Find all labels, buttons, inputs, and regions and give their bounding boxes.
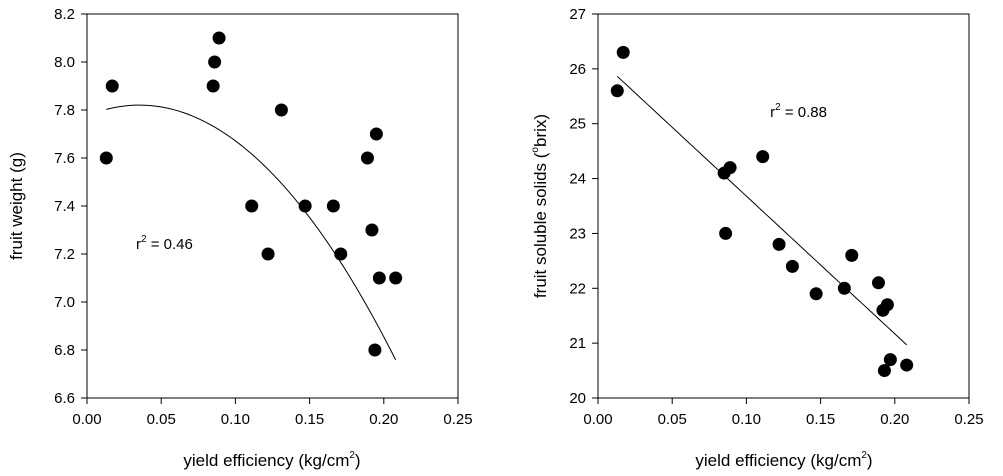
data-point <box>105 79 119 93</box>
y-tick-label: 7.8 <box>54 102 75 119</box>
chart-fruit-weight: 0.00 0.05 0.10 0.15 0.20 0.25 6.6 6.8 7.0 7.2 7.4… <box>7 6 473 470</box>
data-point <box>785 259 799 273</box>
x-ticks: 0.00 0.05 0.10 0.15 0.20 0.25 <box>583 398 984 428</box>
fit-line-group <box>616 75 908 346</box>
y-tick-label: 7.6 <box>54 150 75 167</box>
data-point <box>99 151 113 165</box>
y-tick-label: 22 <box>569 280 586 297</box>
r-squared-annotation: r2 = 0.88 <box>770 102 827 121</box>
x-tick-label: 0.15 <box>806 411 835 428</box>
y-tick-label: 7.0 <box>54 294 75 311</box>
y-tick-label: 7.4 <box>54 198 75 215</box>
y-axis-label: fruit weight (g) <box>7 152 26 260</box>
data-point <box>772 237 786 251</box>
data-point <box>883 353 897 367</box>
data-point <box>756 150 770 164</box>
data-point <box>368 343 382 357</box>
data-point <box>208 55 222 69</box>
x-tick-label: 0.10 <box>732 411 761 428</box>
x-axis-label: yield efficiency (kg/cm2) <box>183 450 360 470</box>
y-tick-label: 25 <box>569 116 586 133</box>
y-ticks: 6.6 6.8 7.0 7.2 7.4 7.6 7.8 8.0 8.2 <box>54 6 87 407</box>
data-point <box>723 161 737 175</box>
y-tick-label: 23 <box>569 225 586 242</box>
y-tick-label: 27 <box>569 6 586 23</box>
x-tick-label: 0.00 <box>72 411 101 428</box>
data-point <box>298 199 312 213</box>
data-point <box>837 281 851 295</box>
data-point <box>212 31 226 45</box>
data-point <box>880 298 894 312</box>
y-tick-label: 8.2 <box>54 6 75 23</box>
plot-area-frame <box>86 13 459 399</box>
data-point <box>877 364 891 378</box>
data-point <box>206 79 220 93</box>
data-point <box>719 226 733 240</box>
data-points <box>610 45 914 378</box>
y-tick-label: 7.2 <box>54 246 75 263</box>
fit-line <box>106 104 397 361</box>
data-points <box>99 31 403 357</box>
data-point <box>369 127 383 141</box>
x-tick-label: 0.20 <box>369 411 398 428</box>
data-point <box>372 271 386 285</box>
data-point <box>326 199 340 213</box>
y-tick-label: 8.0 <box>54 54 75 71</box>
y-tick-label: 26 <box>569 61 586 78</box>
data-point <box>610 84 624 98</box>
y-tick-label: 6.6 <box>54 390 75 407</box>
x-tick-label: 0.20 <box>880 411 909 428</box>
y-tick-label: 21 <box>569 335 586 352</box>
fit-line <box>616 75 908 346</box>
data-point <box>334 247 348 261</box>
y-tick-label: 24 <box>569 171 586 188</box>
data-point <box>871 276 885 290</box>
chart-soluble-solids: 0.00 0.05 0.10 0.15 0.20 0.25 202122232425262… <box>530 6 984 470</box>
y-ticks: 20 21 22 23 24 25 26 27 <box>569 6 598 407</box>
data-point <box>274 103 288 117</box>
data-point <box>365 223 379 237</box>
data-point <box>845 248 859 262</box>
y-tick-label: 6.8 <box>54 342 75 359</box>
y-axis-label: fruit soluble solids (obrix) <box>530 114 550 298</box>
x-tick-label: 0.25 <box>443 411 472 428</box>
x-tick-label: 0.05 <box>658 411 687 428</box>
x-tick-label: 0.15 <box>295 411 324 428</box>
x-axis-label: yield efficiency (kg/cm2) <box>695 450 872 470</box>
fit-curve-group <box>106 104 397 361</box>
x-tick-label: 0.25 <box>954 411 983 428</box>
data-point <box>616 45 630 59</box>
plot-area-frame <box>597 13 970 399</box>
data-point <box>261 247 275 261</box>
data-point <box>809 287 823 301</box>
data-point <box>360 151 374 165</box>
x-tick-label: 0.10 <box>221 411 250 428</box>
data-point <box>389 271 403 285</box>
data-point <box>245 199 259 213</box>
x-ticks: 0.00 0.05 0.10 0.15 0.20 0.25 <box>72 398 473 428</box>
y-tick-label: 20 <box>569 390 586 407</box>
r-squared-annotation: r2 = 0.46 <box>136 234 193 253</box>
data-point <box>900 358 914 372</box>
x-tick-label: 0.00 <box>583 411 612 428</box>
x-tick-label: 0.05 <box>147 411 176 428</box>
